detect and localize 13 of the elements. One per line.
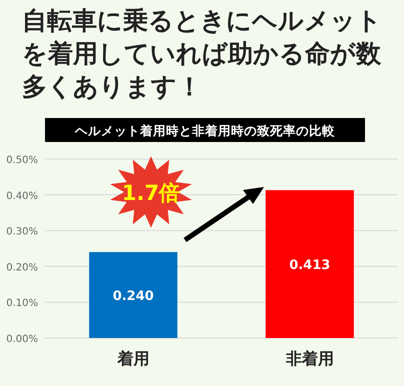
annotation: 1.7倍 xyxy=(122,181,180,205)
x-tick-label: 非着用 xyxy=(284,349,334,368)
y-tick-label: 0.10% xyxy=(6,298,38,310)
chart-subtitle: ヘルメット着用時と非着用時の致死率の比較 xyxy=(74,123,336,138)
y-tick-label: 0.50% xyxy=(6,155,38,166)
y-tick-label: 0.00% xyxy=(6,334,38,345)
data-label: 0.413 xyxy=(289,258,330,274)
y-tick-label: 0.20% xyxy=(6,262,38,274)
x-tick-label: 着用 xyxy=(116,349,150,368)
y-tick-label: 0.30% xyxy=(6,226,38,238)
y-tick-label: 0.40% xyxy=(6,190,38,202)
data-label: 0.240 xyxy=(112,289,154,304)
chart-title: 自転車に乗るときにヘルメットを着用していれば助かる命が数多くあります！ xyxy=(22,5,383,103)
